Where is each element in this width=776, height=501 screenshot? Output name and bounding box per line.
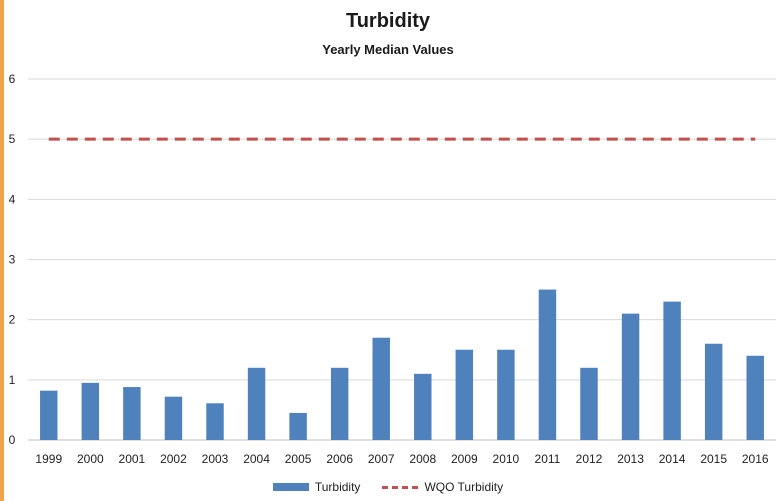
x-tick-label: 2006 xyxy=(326,452,353,466)
bar xyxy=(414,373,432,440)
chart-subtitle: Yearly Median Values xyxy=(322,42,454,57)
x-tick-label: 2010 xyxy=(493,452,520,466)
bar xyxy=(704,343,723,440)
x-tick-label: 2015 xyxy=(700,452,727,466)
legend-label-wqo: WQO Turbidity xyxy=(424,480,504,494)
bar xyxy=(40,390,58,440)
bar xyxy=(455,349,474,440)
y-tick-label: 6 xyxy=(9,72,16,86)
bar xyxy=(289,412,307,440)
bar xyxy=(123,387,141,440)
legend: Turbidity WQO Turbidity xyxy=(0,480,776,494)
x-tick-label: 2007 xyxy=(368,452,395,466)
x-tick-label: 1999 xyxy=(35,452,62,466)
legend-swatch-wqo xyxy=(382,485,419,489)
x-tick-label: 2004 xyxy=(243,452,270,466)
left-border-strip xyxy=(0,0,4,501)
x-tick-label: 2012 xyxy=(576,452,603,466)
y-tick-label: 1 xyxy=(9,373,16,387)
x-tick-label: 2009 xyxy=(451,452,478,466)
bar xyxy=(164,396,183,440)
y-tick-label: 4 xyxy=(9,192,16,206)
legend-swatch-turbidity xyxy=(272,483,309,491)
chart-title: Turbidity xyxy=(345,10,431,32)
y-tick-label: 0 xyxy=(9,433,16,447)
x-tick-label: 2000 xyxy=(77,452,104,466)
bar xyxy=(538,289,557,440)
x-tick-label: 2005 xyxy=(285,452,312,466)
bar xyxy=(81,382,100,440)
bar xyxy=(497,349,515,440)
y-tick-label: 2 xyxy=(9,313,16,327)
legend-item-turbidity: Turbidity xyxy=(272,480,361,494)
bar xyxy=(621,313,640,440)
bar xyxy=(746,355,764,440)
bar xyxy=(330,367,349,440)
x-tick-label: 2014 xyxy=(659,452,686,466)
y-tick-label: 5 xyxy=(9,132,16,146)
bar xyxy=(206,403,224,440)
legend-label-turbidity: Turbidity xyxy=(314,480,361,494)
x-tick-label: 2002 xyxy=(160,452,187,466)
x-tick-label: 2001 xyxy=(119,452,146,466)
legend-item-wqo: WQO Turbidity xyxy=(382,480,503,494)
y-tick-label: 3 xyxy=(9,253,16,267)
x-tick-label: 2008 xyxy=(409,452,436,466)
x-tick-label: 2013 xyxy=(617,452,644,466)
x-tick-label: 2016 xyxy=(742,452,769,466)
bar xyxy=(580,367,598,440)
x-tick-label: 2003 xyxy=(202,452,229,466)
bar xyxy=(247,367,266,440)
bar xyxy=(663,301,681,440)
x-tick-label: 2011 xyxy=(535,452,561,466)
bar xyxy=(372,337,390,440)
